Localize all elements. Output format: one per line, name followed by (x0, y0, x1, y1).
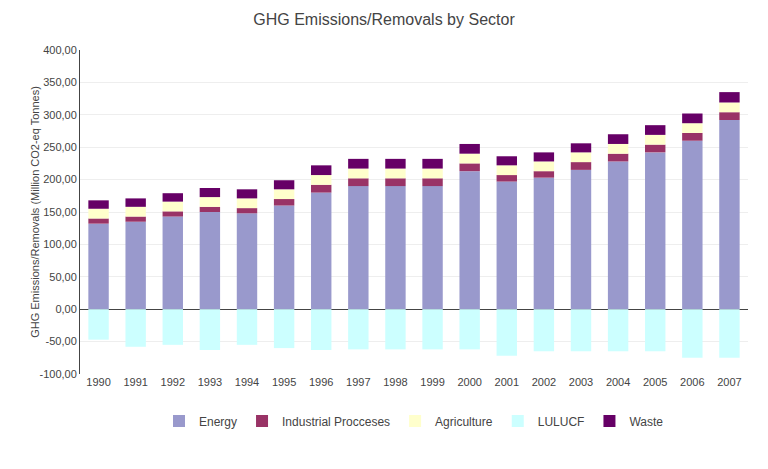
svg-text:2004: 2004 (606, 376, 630, 388)
svg-text:-50,00: -50,00 (46, 335, 77, 347)
svg-text:1992: 1992 (161, 376, 185, 388)
svg-text:Waste: Waste (629, 415, 663, 429)
svg-text:1999: 1999 (420, 376, 444, 388)
svg-text:50,00: 50,00 (49, 271, 77, 283)
svg-text:Energy: Energy (199, 415, 237, 429)
svg-text:2005: 2005 (643, 376, 667, 388)
svg-text:100,00: 100,00 (43, 238, 77, 250)
svg-text:400,00: 400,00 (43, 44, 77, 56)
svg-text:1990: 1990 (86, 376, 110, 388)
svg-text:200,00: 200,00 (43, 173, 77, 185)
svg-text:150,00: 150,00 (43, 206, 77, 218)
svg-text:0,00: 0,00 (55, 303, 76, 315)
svg-text:1991: 1991 (123, 376, 147, 388)
svg-text:-100,00: -100,00 (39, 368, 76, 380)
svg-text:1994: 1994 (235, 376, 259, 388)
svg-text:LULUCF: LULUCF (538, 415, 585, 429)
svg-text:Industrial Procceses: Industrial Procceses (282, 415, 390, 429)
svg-text:2007: 2007 (717, 376, 741, 388)
svg-text:2003: 2003 (569, 376, 593, 388)
svg-text:1995: 1995 (272, 376, 296, 388)
svg-text:Agriculture: Agriculture (435, 415, 493, 429)
svg-text:1996: 1996 (309, 376, 333, 388)
svg-text:2006: 2006 (680, 376, 704, 388)
svg-text:1998: 1998 (383, 376, 407, 388)
svg-text:1997: 1997 (346, 376, 370, 388)
svg-text:GHG Emissions/Removals by Sect: GHG Emissions/Removals by Sector (253, 11, 515, 28)
svg-text:250,00: 250,00 (43, 141, 77, 153)
svg-text:2002: 2002 (532, 376, 556, 388)
svg-text:300,00: 300,00 (43, 109, 77, 121)
svg-text:350,00: 350,00 (43, 76, 77, 88)
svg-text:2001: 2001 (495, 376, 519, 388)
svg-text:2000: 2000 (457, 376, 481, 388)
svg-text:1993: 1993 (198, 376, 222, 388)
svg-text:GHG Emissions/Removals (Millio: GHG Emissions/Removals (Million CO2-eq T… (29, 86, 41, 338)
